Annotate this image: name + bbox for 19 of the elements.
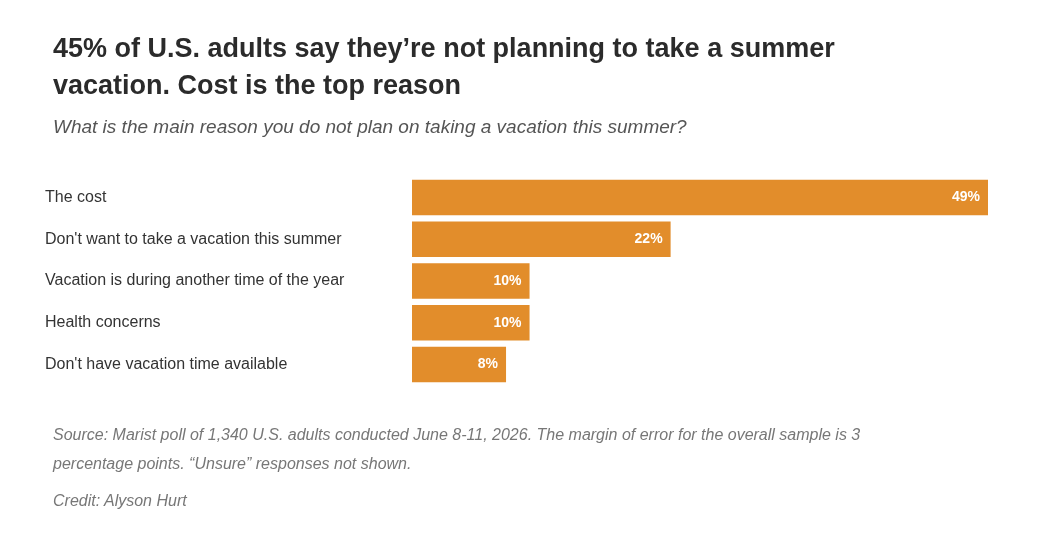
data-label: 49% — [951, 188, 981, 205]
y-tick-label: The cost — [45, 187, 107, 205]
bar — [412, 305, 530, 341]
text: Credit: Alyson Hurt — [53, 491, 188, 511]
y-tick-label: Health concerns — [45, 313, 161, 331]
bar — [412, 263, 530, 299]
data-label: 8% — [477, 355, 499, 372]
data-label: 10% — [493, 313, 523, 330]
y-tick-label: Don't have vacation time available — [45, 354, 288, 372]
chart-title: 45% of U.S. adults say they’re not planning to take a summer vacation. Cost is the top reason — [53, 32, 836, 102]
data-label: 22% — [634, 230, 664, 247]
bar — [412, 179, 988, 216]
chart-subtitle: What is the main reason you do not plan on taking a vacation this summer? — [53, 116, 687, 138]
y-tick-label: Don't want to take a vacation this summer — [45, 229, 343, 247]
y-tick-label: Vacation is during another time of the year — [45, 271, 346, 289]
bar — [412, 221, 671, 257]
data-label: 10% — [493, 271, 523, 288]
bar — [412, 346, 507, 383]
source-note: Source: Marist poll of 1,340 U.S. adults conducted June 8-11, 2026. The margin of error for the overall sample is 3 percentage points. “Unsure” responses not shown. — [53, 425, 862, 474]
